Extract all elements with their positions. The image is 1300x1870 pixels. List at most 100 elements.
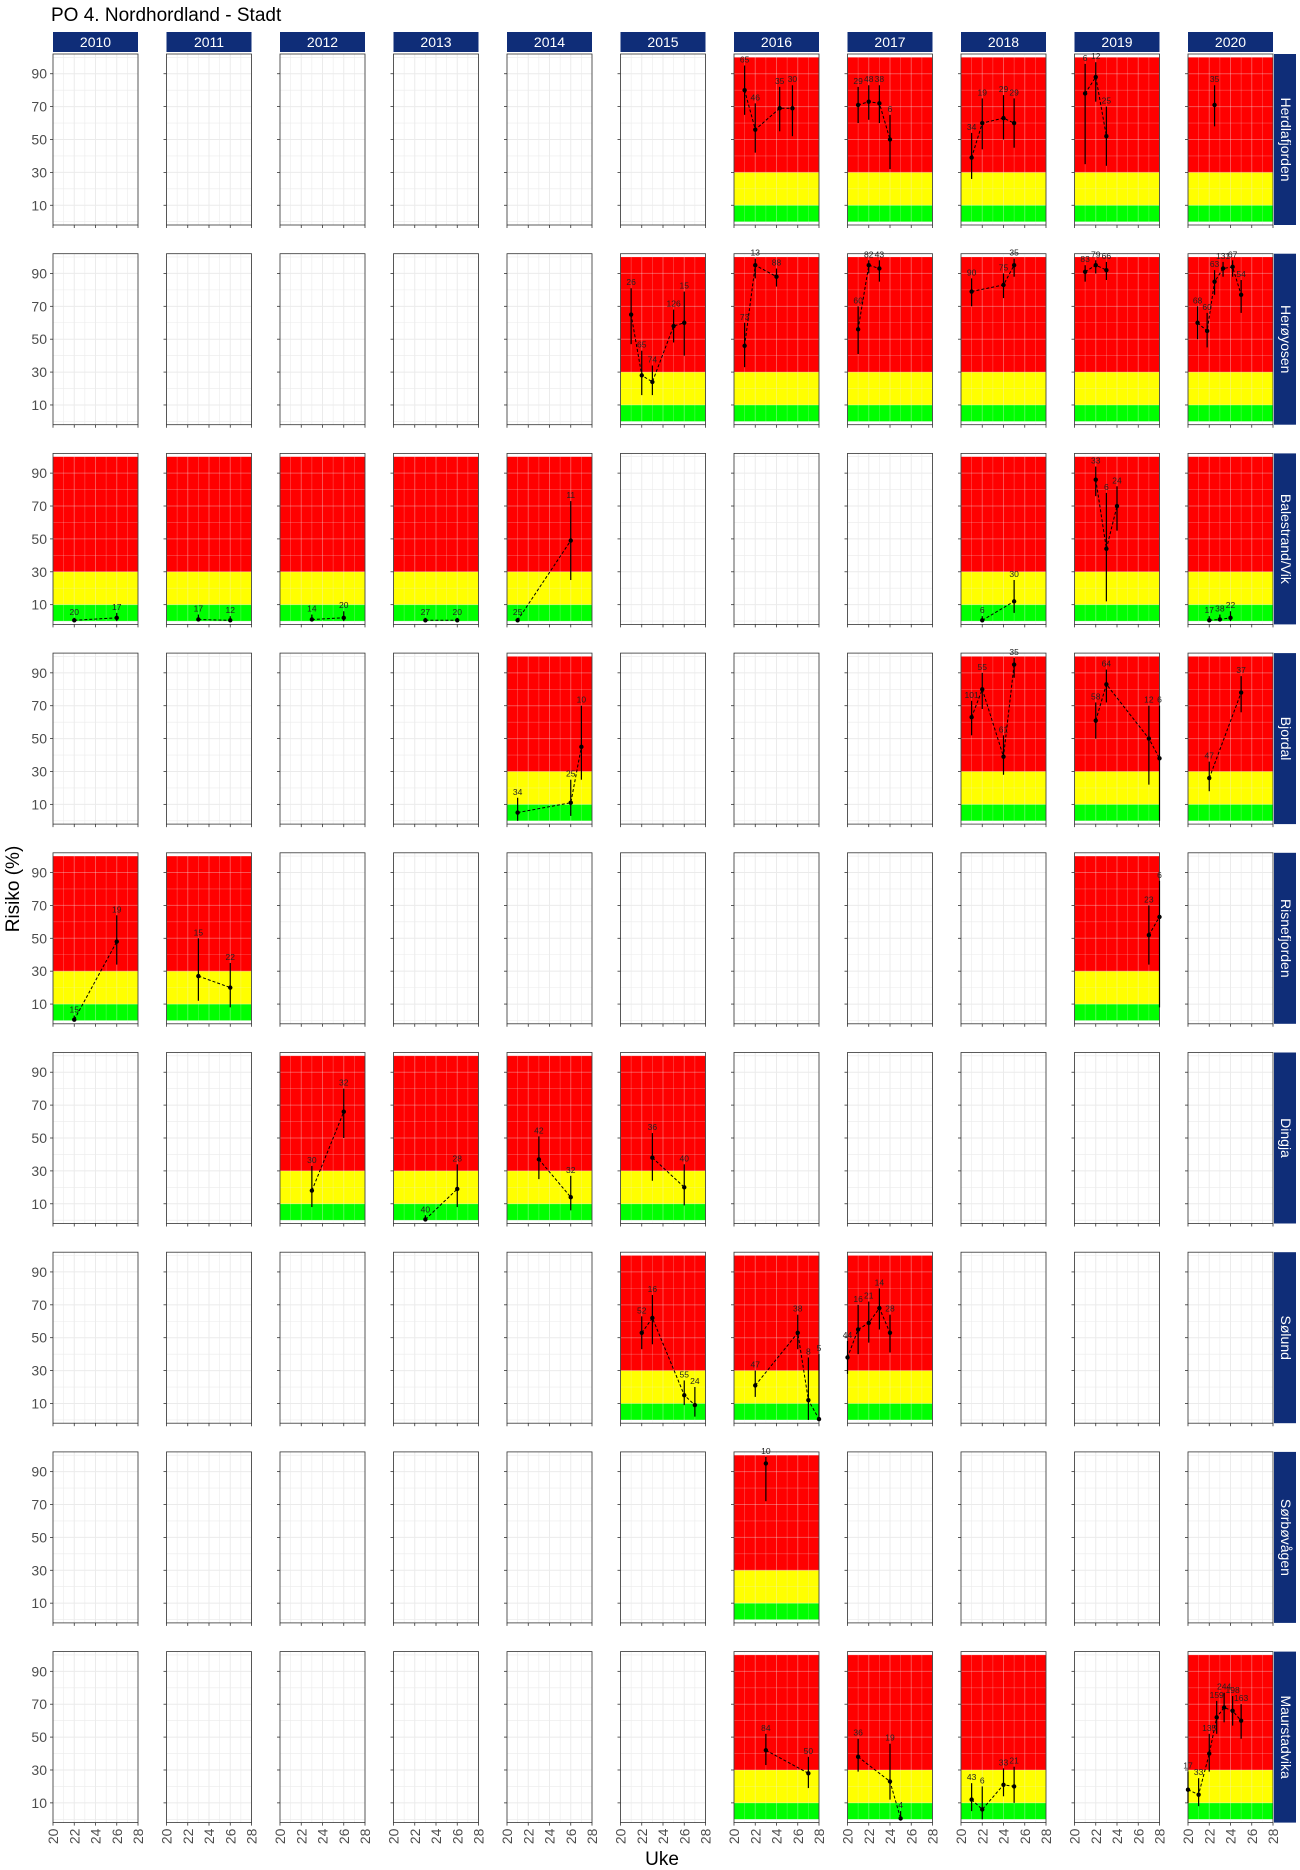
data-point [980, 1807, 985, 1812]
data-point [650, 379, 655, 385]
sample-size-label: 6 [1157, 695, 1162, 705]
facet-panel [844, 652, 933, 828]
data-point [650, 1155, 655, 1160]
facet-panel [617, 53, 706, 228]
facet-panel [1185, 1052, 1274, 1227]
data-point [1212, 279, 1217, 284]
year-strip-label: 2018 [988, 34, 1019, 50]
data-point [423, 618, 428, 623]
facet-panel [504, 253, 593, 428]
data-point [196, 617, 201, 622]
year-strip [393, 32, 479, 52]
sample-size-label: 20 [453, 607, 463, 617]
x-tick-label: 20 [840, 1828, 856, 1844]
sample-size-label: 47 [751, 1360, 761, 1370]
site-strip-label: Maurstadvika [1278, 1695, 1294, 1778]
sample-size-label: 35 [1009, 248, 1019, 258]
sample-size-label: 13 [751, 248, 761, 258]
risk-zone-low [1188, 205, 1273, 222]
facet-panel: 40 28 [390, 1052, 479, 1227]
risk-zone-low [507, 604, 592, 622]
data-point [341, 615, 346, 621]
year-strip [53, 32, 138, 52]
site-strip [1274, 253, 1296, 425]
x-tick-label: 24 [996, 1828, 1012, 1844]
risk-zone-moderate [393, 571, 479, 605]
sample-size-label: 12 [1144, 695, 1154, 705]
data-point [309, 617, 315, 622]
x-tick-label: 28 [357, 1828, 373, 1844]
sample-size-label: 5 [817, 1343, 822, 1353]
y-tick-label: 90 [31, 66, 47, 82]
sample-size-label: 23 [1144, 894, 1154, 904]
data-point [1011, 263, 1017, 268]
facet-panel: 34 19 29 29 [958, 53, 1047, 228]
sample-size-label: 35 [775, 76, 785, 86]
facet-panel: 20 22 24 26 28 [272, 1651, 373, 1844]
sample-size-label: 60 [1202, 302, 1212, 312]
sample-size-label: 33 [999, 1757, 1009, 1767]
x-tick-label: 22 [634, 1828, 650, 1844]
facet-panel: 36 19 4 20 22 24 26 28 [840, 1651, 941, 1844]
y-tick-label: 90 [31, 1663, 47, 1679]
y-tick-label: 30 [31, 763, 47, 779]
data-point [228, 985, 233, 990]
risk-zone-moderate [1074, 372, 1160, 405]
facet-panel [390, 253, 479, 428]
x-tick-label: 22 [407, 1828, 423, 1844]
year-strip [847, 32, 933, 52]
x-tick-label: 28 [584, 1828, 600, 1844]
y-tick-label: 50 [31, 1330, 47, 1346]
data-point [1093, 718, 1098, 723]
facet-panel [1185, 1251, 1274, 1427]
facet-panel: 60 82 43 [844, 249, 933, 428]
year-strip-label: 2016 [761, 34, 792, 50]
facet-panel [844, 1052, 933, 1227]
series-line [971, 664, 1015, 757]
facet-panel: 6 30 [958, 452, 1047, 628]
sample-size-label: 61 [999, 724, 1009, 734]
sample-size-label: 40 [421, 1204, 431, 1214]
facet-panel: 20 22 24 26 28 [1067, 1651, 1168, 1844]
facet-panel [163, 652, 252, 828]
risk-zone-high [393, 1055, 479, 1171]
facet-panel [504, 852, 593, 1027]
x-tick-label: 24 [1109, 1828, 1125, 1844]
site-strip [1274, 653, 1296, 825]
risk-zone-moderate [280, 571, 365, 605]
facet-panel [958, 1451, 1047, 1626]
y-tick-label: 10 [31, 1795, 47, 1811]
y-tick-label: 50 [31, 531, 47, 547]
series-line [971, 1784, 1015, 1811]
facet-panel: 58 64 12 6 [1071, 652, 1162, 828]
series-line [198, 975, 231, 989]
y-tick-label: 70 [31, 498, 47, 514]
site-strip [1274, 852, 1296, 1024]
risk-zone-low [620, 404, 706, 422]
data-point [887, 1779, 893, 1784]
x-tick-label: 28 [925, 1828, 941, 1844]
facet-panel [617, 852, 706, 1027]
facet-panel [163, 1052, 252, 1227]
series-line [1084, 75, 1107, 137]
year-strip-label: 2014 [534, 34, 565, 50]
data-point [1011, 662, 1017, 667]
site-strip [1274, 1651, 1296, 1823]
data-point [639, 373, 644, 378]
sample-size-label: 29 [853, 76, 863, 86]
x-tick-label: 22 [293, 1828, 309, 1844]
risk-zone-high [1188, 1654, 1273, 1770]
facet-panel: 20 22 24 26 28 [159, 1651, 260, 1844]
risk-zone-high [1188, 256, 1273, 373]
data-point [980, 687, 985, 692]
facet-panel [958, 1052, 1047, 1227]
y-tick-label: 10 [31, 1595, 47, 1611]
risk-zone-high [507, 1055, 592, 1171]
sample-size-label: 8 [806, 1346, 811, 1356]
facet-panel: 10 [731, 1446, 820, 1626]
sample-size-label: 159 [1210, 1690, 1224, 1700]
y-tick-label: 70 [31, 1297, 47, 1313]
sample-size-label: 37 [1236, 665, 1246, 675]
facet-panel [390, 852, 479, 1027]
y-tick-label: 70 [31, 897, 47, 913]
